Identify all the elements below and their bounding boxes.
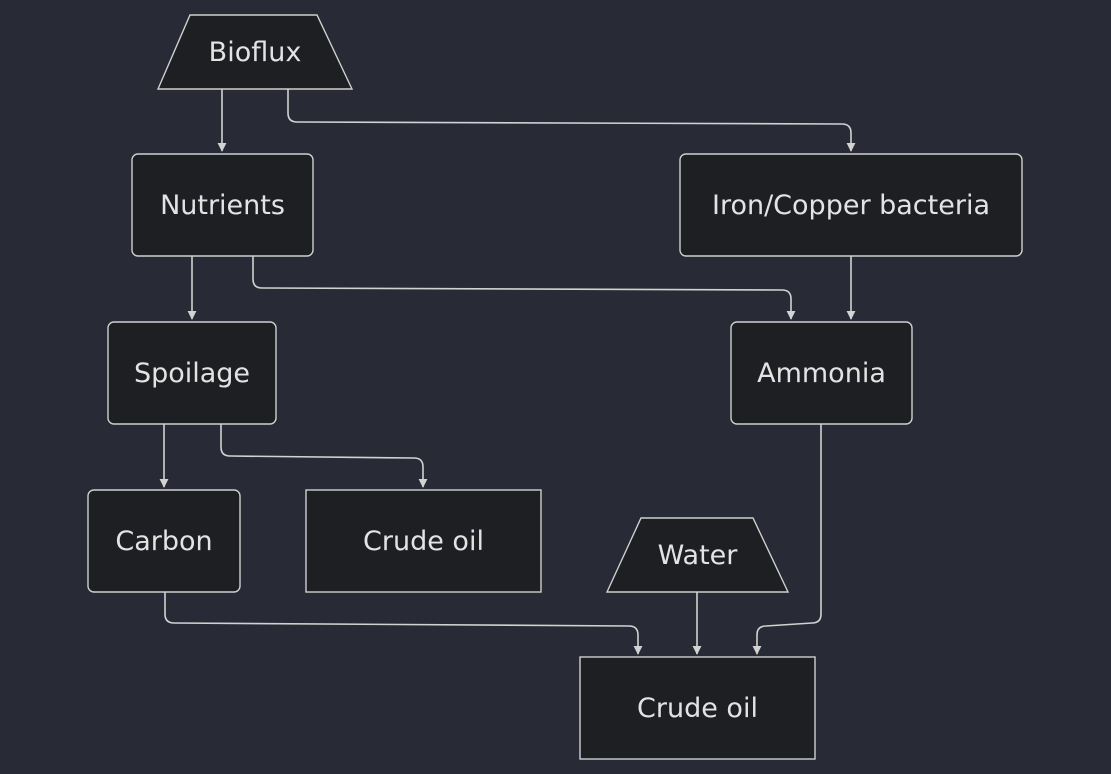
edge-nutrients-ammonia [252,256,796,320]
node-nutrients-shape [131,153,314,257]
edge-bioflux-iron-copper-bacteria [287,89,856,152]
node-crude-oil-1-shape [305,489,542,593]
node-water-label: Water [657,539,738,571]
edge-ammonia-crude-oil [752,424,822,655]
node-ammonia-label: Ammonia [757,357,886,389]
node-iron-copper-bacteria-shape [679,153,1023,257]
node-water-shape [605,517,790,593]
node-bioflux-shape [156,14,354,90]
node-spoilage-shape [107,321,277,425]
node-crude-oil-1-label: Crude oil [363,525,484,557]
node-iron-copper-bacteria-label: Iron/Copper bacteria [711,189,990,221]
node-carbon-label: Carbon [115,525,213,557]
node-spoilage-label: Spoilage [133,357,251,389]
node-carbon-shape [87,489,241,593]
node-ammonia-shape [730,321,913,425]
node-bioflux-label: Bioflux [208,36,302,68]
edge-spoilage-crude-oil [220,424,428,488]
node-crude-oil-2-label: Crude oil [637,692,758,724]
edge-carbon-crude-oil [164,592,643,655]
node-nutrients-label: Nutrients [160,189,285,221]
node-crude-oil-2-shape [579,656,816,760]
